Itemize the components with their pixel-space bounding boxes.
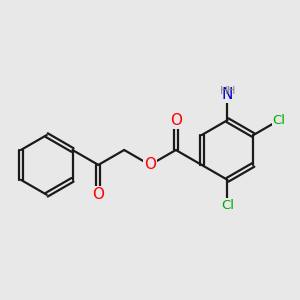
Text: H: H bbox=[227, 86, 236, 96]
Text: O: O bbox=[144, 158, 156, 172]
Text: Cl: Cl bbox=[273, 114, 286, 127]
Text: N: N bbox=[222, 87, 233, 102]
Text: H: H bbox=[219, 86, 228, 96]
Text: Cl: Cl bbox=[221, 199, 234, 212]
Text: O: O bbox=[170, 113, 182, 128]
Text: O: O bbox=[92, 187, 104, 202]
